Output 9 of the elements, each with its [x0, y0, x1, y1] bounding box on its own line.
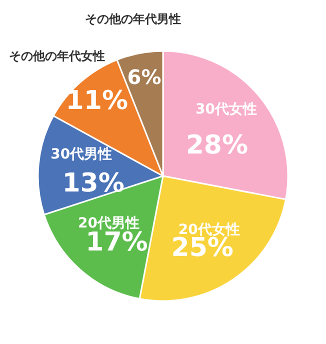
slice-label: その他の年代女性: [9, 48, 106, 63]
data-label: 13%: [62, 168, 124, 198]
data-label: 28%: [186, 130, 248, 160]
slice-label: 30代女性: [195, 102, 257, 118]
data-label: 6%: [127, 64, 162, 89]
data-label: 11%: [66, 86, 128, 116]
slice-label: 30代男性: [50, 146, 112, 162]
slice-label: その他の年代男性: [85, 12, 182, 26]
slice-label: 20代男性: [78, 216, 140, 232]
